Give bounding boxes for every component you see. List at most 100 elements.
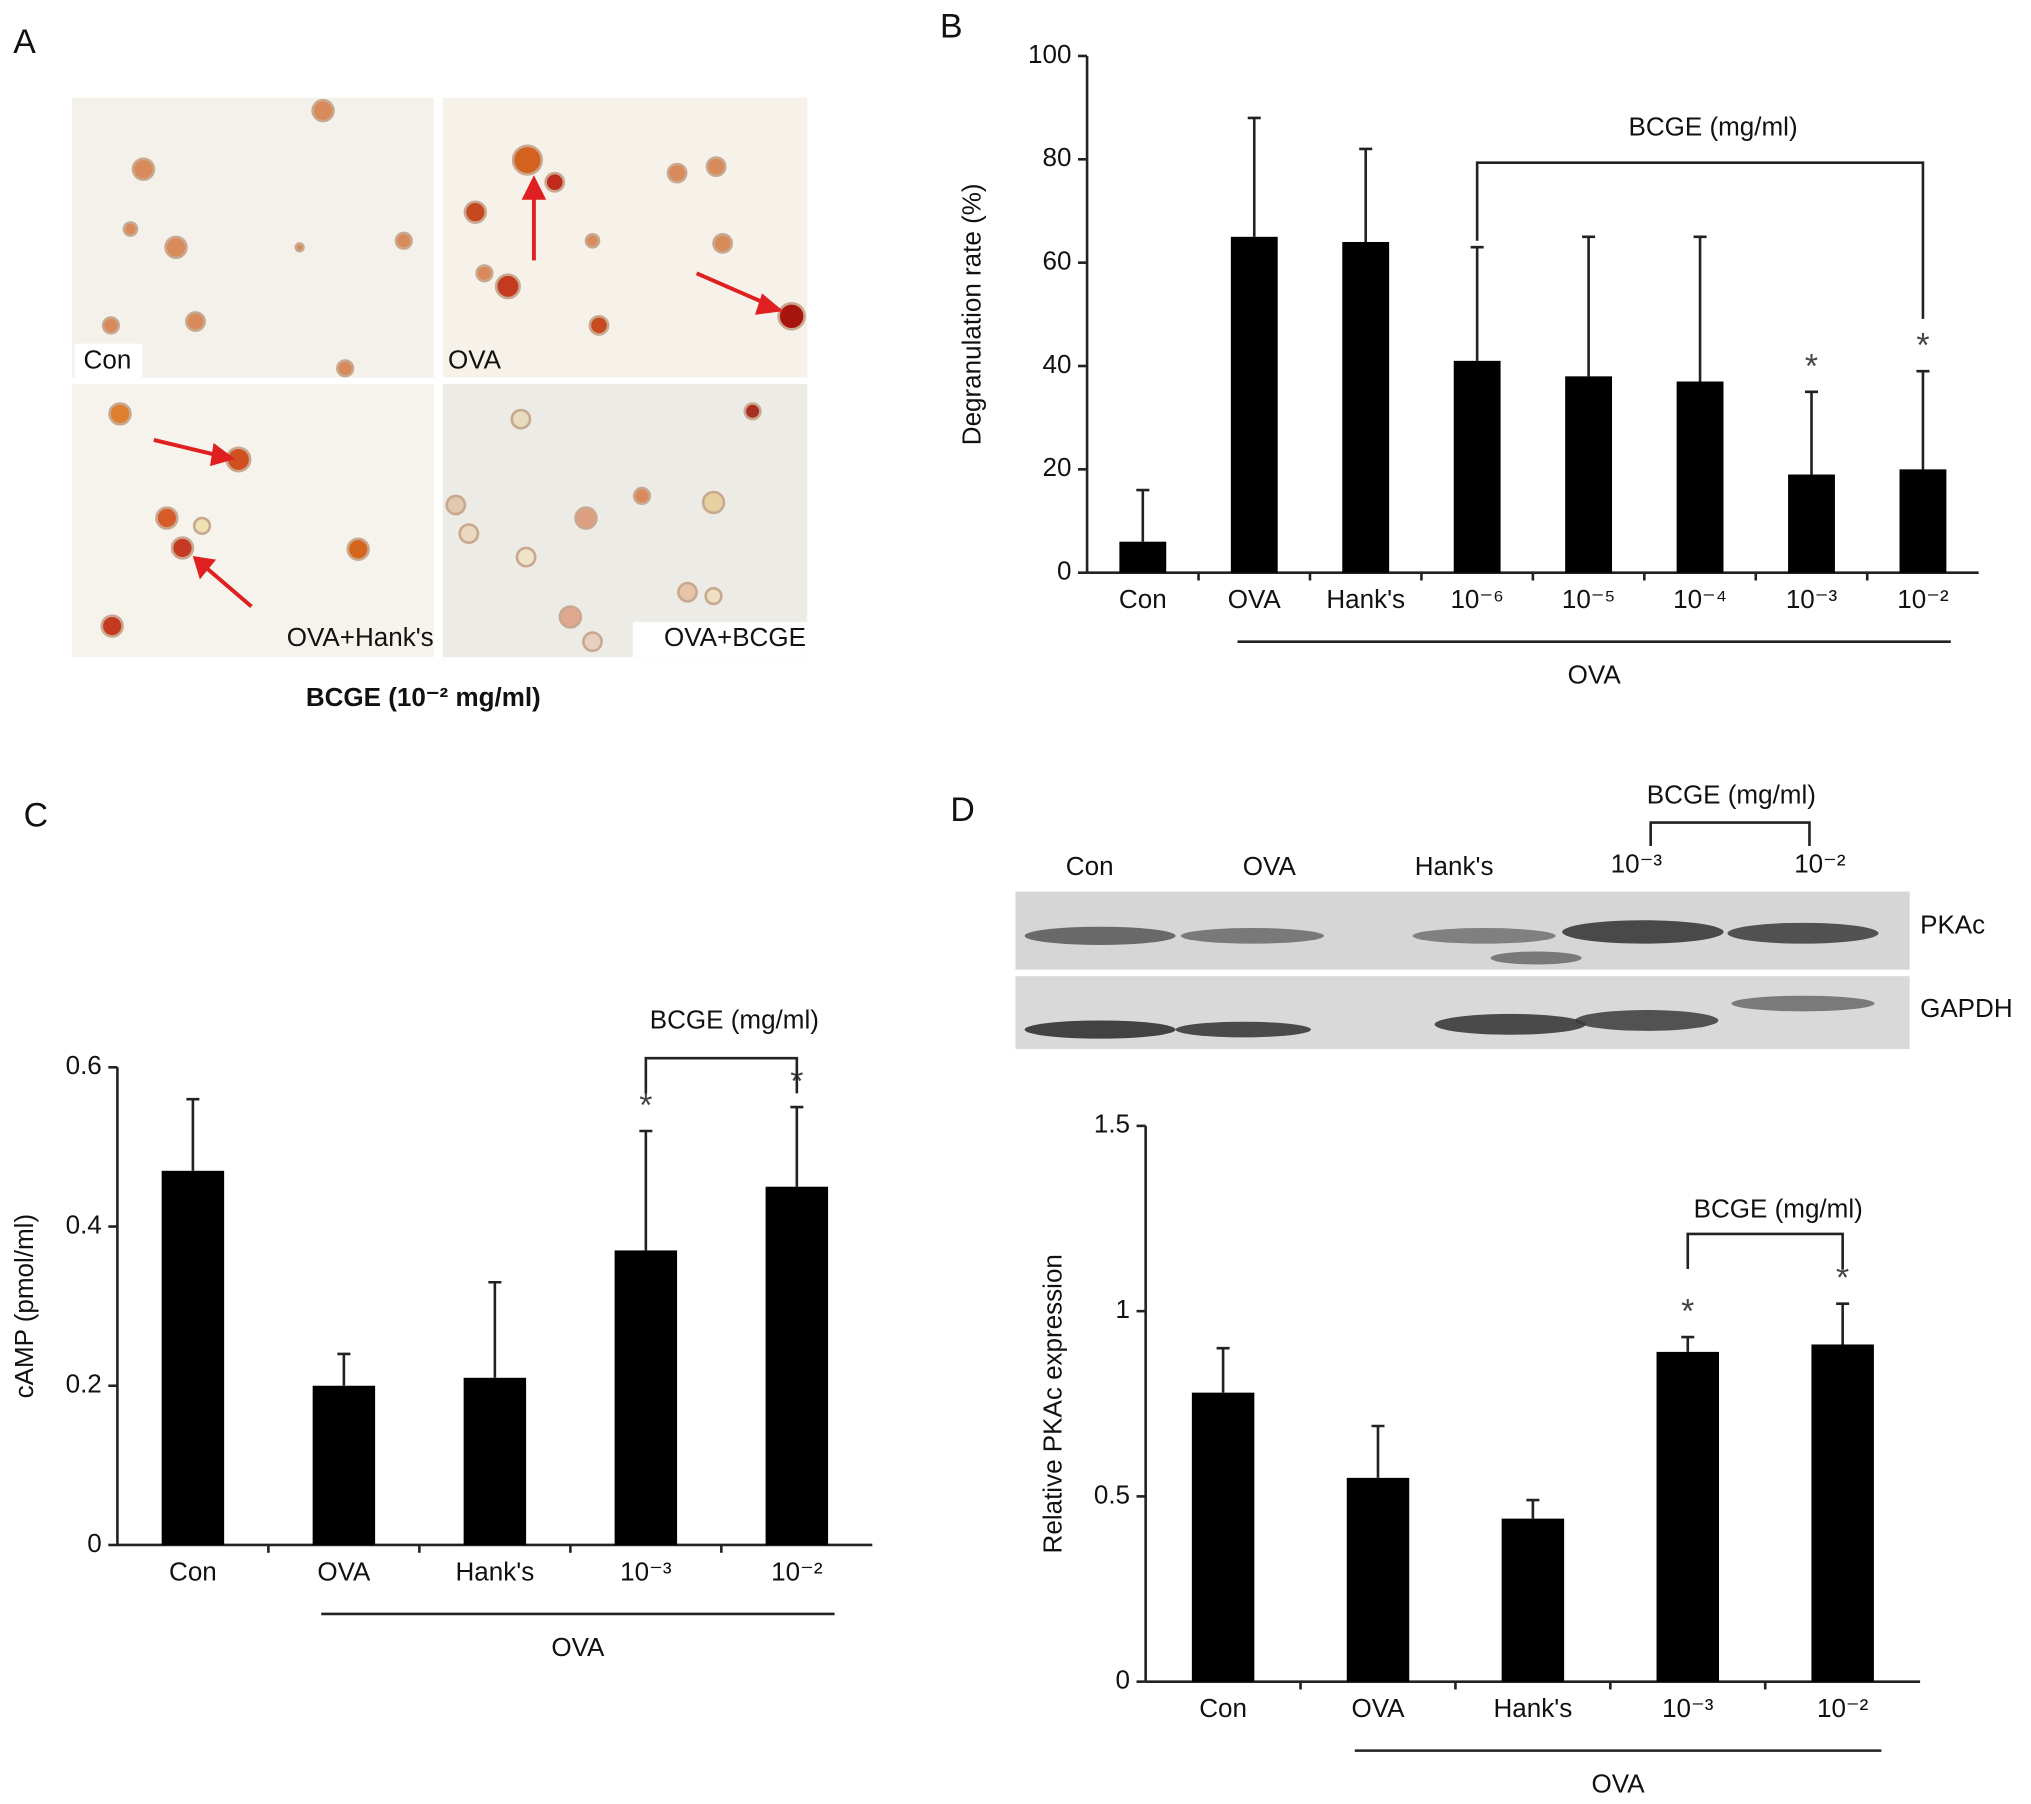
error-bar (1136, 488, 1150, 542)
y-tick-label: 20 (1043, 452, 1072, 482)
error-bar (1526, 1498, 1540, 1519)
bar (1191, 1392, 1255, 1682)
y-tick-label: 1 (1116, 1294, 1130, 1324)
micrograph-frame (71, 97, 434, 378)
x-tick-label: 10⁻⁵ (1562, 584, 1615, 614)
bracket-label: BCGE (mg/ml) (1694, 1193, 1863, 1223)
bar (1565, 376, 1613, 573)
bands (1024, 920, 1879, 1039)
micrograph-label: OVA (448, 345, 502, 375)
bracket-label: BCGE (mg/ml) (1629, 112, 1798, 142)
y-tick-label: 40 (1043, 349, 1072, 379)
blot-strip (1015, 976, 1910, 1050)
error-bar (1470, 245, 1484, 361)
x-tick-label: 10⁻³ (1786, 584, 1838, 614)
error-bar (1693, 235, 1707, 382)
x-tick-label: Hank's (1326, 584, 1405, 614)
bar (1119, 541, 1167, 573)
error-bar (1371, 1424, 1385, 1478)
bracket-label: BCGE (mg/ml) (650, 1005, 819, 1035)
lane-label: 10⁻² (1794, 848, 1846, 878)
error-bar (1836, 1302, 1850, 1345)
error-bar (186, 1097, 200, 1171)
x-tick-label: 10⁻⁴ (1673, 584, 1727, 614)
error-bar (1804, 390, 1819, 475)
y-tick-label: 0.4 (66, 1209, 102, 1239)
y-axis-label: Relative PKAc expression (1037, 1254, 1067, 1553)
bar (1342, 241, 1390, 573)
bar (614, 1250, 678, 1545)
label-box (632, 622, 808, 658)
micrograph-frame (442, 97, 808, 378)
x-tick-label: Hank's (1494, 1693, 1573, 1723)
significance-marker: * (1681, 1293, 1694, 1331)
bracket-label: BCGE (mg/ml) (1647, 779, 1816, 809)
y-axis-label: cAMP (pmol/ml) (9, 1214, 39, 1399)
error-bar (1247, 116, 1261, 237)
error-bar (1681, 1335, 1695, 1352)
group-label: OVA (1568, 660, 1622, 690)
error-bar (1582, 235, 1596, 377)
blot-row-label: PKAc (1920, 910, 1985, 940)
x-tick-label: OVA (317, 1556, 371, 1586)
x-tick-label: Con (1119, 584, 1167, 614)
y-tick-label: 0 (1057, 556, 1071, 586)
error-bar (337, 1352, 351, 1386)
bracket (1686, 1232, 1844, 1270)
x-tick-label: OVA (1228, 584, 1282, 614)
bar (1788, 474, 1835, 573)
x-tick-label: 10⁻³ (620, 1556, 672, 1586)
bar (765, 1186, 829, 1545)
bar (1811, 1344, 1874, 1682)
bar (1656, 1351, 1720, 1682)
x-tick-label: Con (1199, 1693, 1247, 1723)
arrows (153, 175, 784, 609)
micrograph-label: Con (84, 345, 132, 375)
label-box (74, 343, 143, 378)
panel-label: D (950, 791, 974, 829)
error-bar (1216, 1346, 1230, 1393)
western-blot: Con OVA Hank's 10⁻³ 10⁻² BCGE (mg/ml) PK… (1015, 779, 2013, 1050)
bracket (1649, 821, 1811, 847)
panel-label: B (940, 8, 963, 46)
error-bar (1916, 369, 1930, 470)
micrograph-label: OVA+Hank's (287, 622, 434, 652)
error-bar (488, 1280, 502, 1378)
bar (463, 1377, 527, 1545)
lane-label: 10⁻³ (1611, 848, 1663, 878)
significance-marker: * (639, 1087, 652, 1125)
bracket (1475, 161, 1925, 319)
bar (1899, 469, 1947, 573)
cells (100, 98, 806, 653)
panel-label: C (24, 796, 48, 834)
y-tick-label: 0.6 (66, 1050, 102, 1080)
y-tick-label: 0.5 (1094, 1479, 1130, 1509)
lane-label: Hank's (1415, 851, 1494, 881)
x-tick-label: OVA (1351, 1693, 1405, 1723)
bracket (644, 1056, 799, 1094)
significance-marker: * (1805, 347, 1818, 385)
micrographs: Con OVA OVA+Hank's OVA+BCGE BCGE (10⁻² m… (71, 97, 808, 712)
bar (1346, 1477, 1410, 1682)
group-label: OVA (1592, 1769, 1646, 1799)
micrograph-frame (442, 383, 808, 658)
significance-marker: * (1836, 1259, 1849, 1297)
bar (161, 1170, 225, 1545)
error-bar (790, 1105, 804, 1187)
group-label: OVA (551, 1632, 605, 1662)
y-tick-label: 1.5 (1094, 1109, 1130, 1139)
lane-label: OVA (1243, 851, 1297, 881)
y-tick-label: 0 (1116, 1665, 1130, 1695)
x-tick-label: 10⁻² (1817, 1693, 1869, 1723)
bar (1230, 236, 1278, 573)
y-tick-label: 0.2 (66, 1369, 102, 1399)
x-tick-label: Con (169, 1556, 217, 1586)
y-tick-label: 60 (1043, 246, 1072, 276)
significance-marker: * (1916, 327, 1929, 365)
panel-label: A (13, 23, 36, 61)
bar (1676, 381, 1724, 573)
error-bar (639, 1129, 653, 1251)
micrograph-caption: BCGE (10⁻² mg/ml) (306, 682, 541, 712)
